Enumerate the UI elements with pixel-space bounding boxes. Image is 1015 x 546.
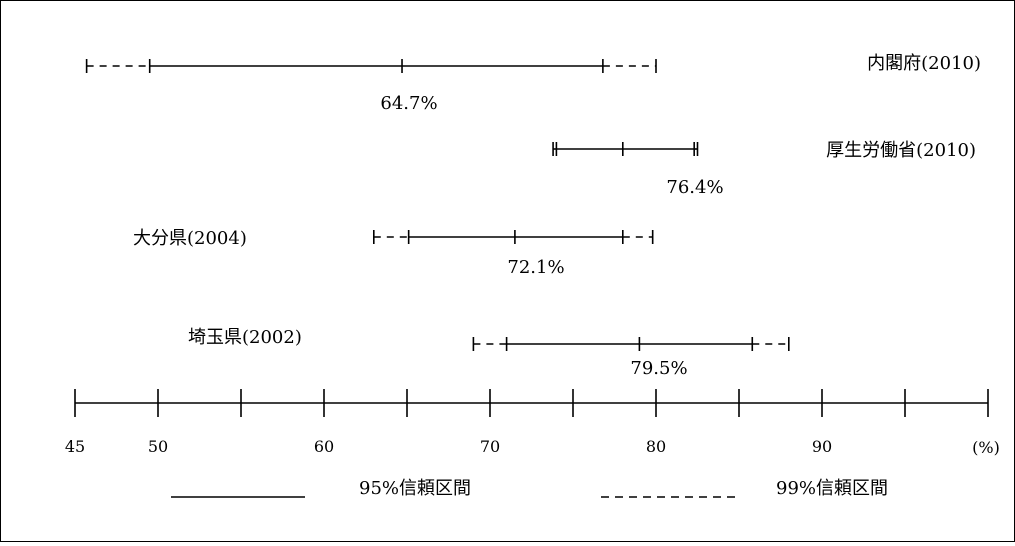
series-interval: 79.5% 埼玉県(2002) bbox=[188, 327, 790, 379]
series-name-label: 大分県(2004) bbox=[133, 228, 247, 249]
x-tick-label: 50 bbox=[148, 437, 168, 456]
series-interval: 72.1% 大分県(2004) bbox=[133, 228, 654, 278]
legend: 95%信頼区間 99%信頼区間 bbox=[171, 478, 888, 499]
series-interval: 64.7% 内閣府(2010) bbox=[85, 53, 981, 114]
point-estimate-label: 72.1% bbox=[507, 257, 564, 278]
series-group: 64.7% 内閣府(2010) 76.4% 厚生労働省(2010) 72.1% 大分県(2… bbox=[85, 53, 981, 379]
x-axis: 45 50 60 70 80 90 (%) bbox=[65, 389, 1000, 457]
legend-label: 95%信頼区間 bbox=[359, 478, 471, 499]
series-name-label: 内閣府(2010) bbox=[867, 53, 981, 74]
series-name-label: 厚生労働省(2010) bbox=[826, 140, 976, 161]
point-estimate-label: 79.5% bbox=[630, 358, 687, 379]
series-name-label: 埼玉県(2002) bbox=[188, 327, 302, 348]
x-tick-label: 60 bbox=[314, 437, 334, 456]
series-interval: 76.4% 厚生労働省(2010) bbox=[552, 140, 976, 198]
legend-label: 99%信頼区間 bbox=[776, 478, 888, 499]
point-estimate-label: 76.4% bbox=[666, 177, 723, 198]
x-tick-label: 90 bbox=[812, 437, 832, 456]
x-tick-label: 70 bbox=[480, 437, 500, 456]
point-estimate-label: 64.7% bbox=[380, 93, 437, 114]
x-tick-label: 80 bbox=[646, 437, 666, 456]
x-tick-label: 45 bbox=[65, 437, 85, 456]
x-axis-unit: (%) bbox=[972, 438, 1000, 457]
